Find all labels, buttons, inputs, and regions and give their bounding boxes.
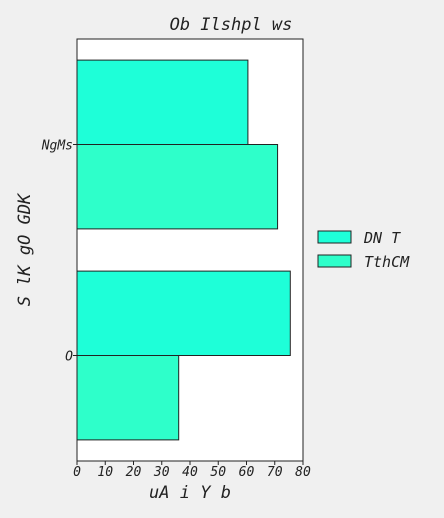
legend: DN T TthCM xyxy=(317,229,410,271)
y-axis-ticks: NgMs O xyxy=(41,139,77,365)
legend-swatch-dn-t xyxy=(317,230,352,244)
chart-title: Ob Ilshpl ws xyxy=(170,15,293,35)
bar-dn-t-ngms xyxy=(76,59,249,145)
x-tick-label: 20 xyxy=(126,465,142,480)
x-tick-label: 60 xyxy=(239,465,255,480)
bar-dn-t-o xyxy=(76,270,291,357)
y-axis-label: S lK gO GDK xyxy=(15,192,35,306)
bar-tthcm-o xyxy=(76,355,180,441)
legend-swatch-tthcm xyxy=(317,254,352,268)
x-tick-label: 50 xyxy=(210,465,226,480)
bars-group xyxy=(76,59,291,441)
x-tick-label: 10 xyxy=(97,465,113,480)
x-tick-label: 70 xyxy=(267,465,283,480)
y-tick-label-o: O xyxy=(65,350,73,365)
legend-label-tthcm: TthCM xyxy=(364,253,410,271)
x-tick-label: 80 xyxy=(295,465,311,480)
x-tick-label: 40 xyxy=(182,465,198,480)
x-axis-label: uA i Y b xyxy=(149,483,231,503)
bar-tthcm-ngms xyxy=(76,144,279,230)
y-tick-label-ngms: NgMs xyxy=(41,139,73,154)
x-axis-ticks: 0 10 20 30 40 50 60 70 80 xyxy=(73,461,311,480)
x-tick-label: 30 xyxy=(153,465,170,480)
x-tick-label: 0 xyxy=(73,465,81,480)
legend-label-dn-t: DN T xyxy=(363,229,401,247)
